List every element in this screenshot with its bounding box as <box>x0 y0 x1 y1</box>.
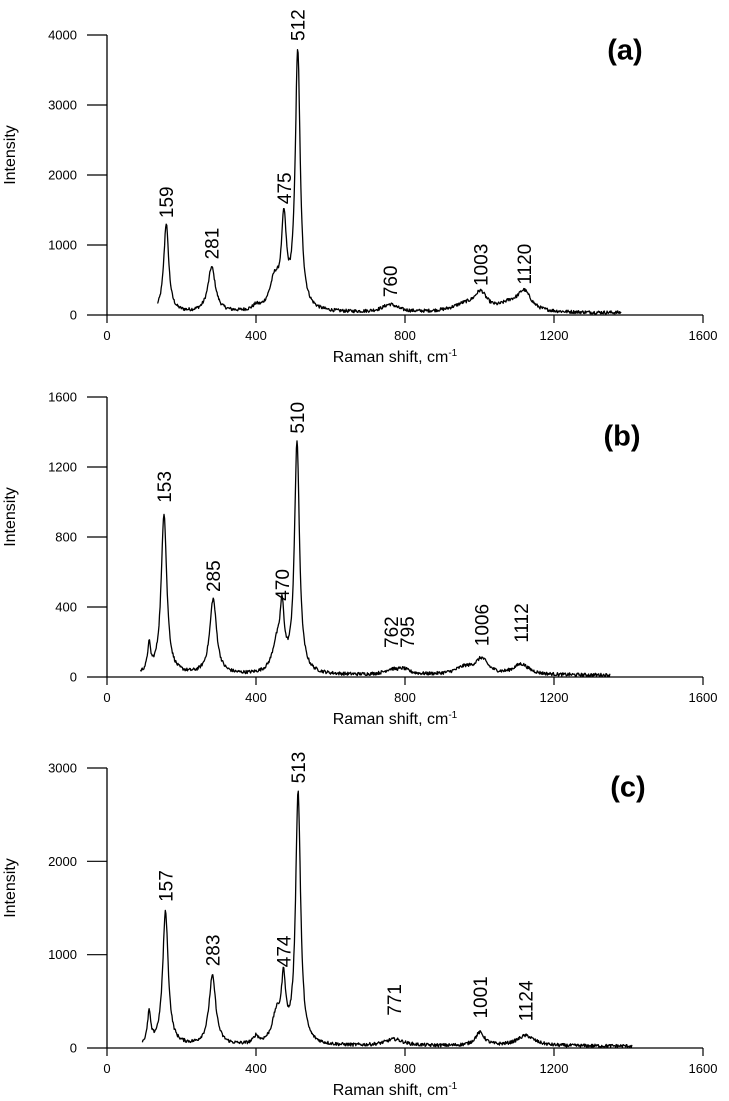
x-tick-label: 1600 <box>689 328 718 343</box>
peak-label: 795 <box>398 616 419 648</box>
y-tick-label: 2000 <box>48 854 77 869</box>
peak-label: 281 <box>203 228 224 260</box>
x-tick-label: 800 <box>394 328 416 343</box>
chart-panel-b: 0 400 800 1200 1600 0 400 800 1200 1600 Raman shif… <box>2 390 717 729</box>
panel-label: (a) <box>607 35 642 67</box>
x-tick-label: 0 <box>103 690 110 705</box>
spectrum-line <box>139 440 611 678</box>
peak-label: 285 <box>204 560 225 592</box>
y-tick-label: 1000 <box>48 238 77 253</box>
peak-label: 1006 <box>473 604 494 646</box>
peak-label: 1124 <box>517 980 538 1021</box>
peak-label: 760 <box>381 265 402 297</box>
peak-label: 474 <box>275 935 296 967</box>
peak-label: 159 <box>157 186 178 218</box>
x-tick-label: 1200 <box>540 690 569 705</box>
peak-label: 475 <box>275 172 296 204</box>
panel-label: (b) <box>603 421 640 453</box>
peak-label: 513 <box>289 752 310 784</box>
peak-label: 283 <box>203 935 224 967</box>
x-tick-label: 0 <box>103 1061 110 1076</box>
peak-label: 512 <box>289 9 310 41</box>
y-tick-label: 1000 <box>48 947 77 962</box>
y-axis-label: Intensity <box>2 487 19 547</box>
peak-label: 157 <box>156 870 177 902</box>
peak-label: 1001 <box>471 976 492 1018</box>
peak-label: 1112 <box>512 603 533 642</box>
peak-label: 153 <box>155 471 176 503</box>
peak-label: 470 <box>273 569 294 601</box>
x-tick-label: 1200 <box>540 1061 569 1076</box>
x-axis-label: Raman shift, cm-1 <box>333 710 458 728</box>
panel-label: (c) <box>610 772 645 804</box>
peak-label: 762 <box>382 616 403 648</box>
x-axis-label-superscript: -1 <box>448 1081 457 1092</box>
y-tick-label: 0 <box>70 308 77 323</box>
y-axis-label: Intensity <box>2 125 19 185</box>
x-tick-label: 400 <box>245 1061 267 1076</box>
x-tick-label: 0 <box>103 328 110 343</box>
y-tick-label: 0 <box>70 1041 77 1056</box>
y-tick-label: 4000 <box>48 28 77 43</box>
x-tick-label: 1200 <box>540 328 569 343</box>
x-tick-label: 400 <box>245 328 267 343</box>
x-axis-label-superscript: -1 <box>448 348 457 359</box>
y-tick-label: 800 <box>55 530 77 545</box>
x-tick-label: 1600 <box>689 1061 718 1076</box>
y-tick-label: 3000 <box>48 98 77 113</box>
x-axis-label: Raman shift, cm-1 <box>333 348 458 366</box>
x-tick-label: 800 <box>394 690 416 705</box>
y-tick-label: 2000 <box>48 168 77 183</box>
y-axis-label: Intensity <box>2 858 19 918</box>
y-tick-label: 1600 <box>48 390 77 405</box>
x-tick-label: 1600 <box>689 690 718 705</box>
spectrum-line <box>141 790 633 1049</box>
y-tick-label: 3000 <box>48 761 77 776</box>
x-tick-label: 800 <box>394 1061 416 1076</box>
peak-label: 771 <box>385 984 406 1016</box>
peak-label: 1120 <box>515 244 536 285</box>
y-tick-label: 0 <box>70 670 77 685</box>
x-axis-label: Raman shift, cm-1 <box>333 1081 458 1099</box>
peak-label: 1003 <box>472 244 493 286</box>
y-tick-label: 400 <box>55 600 77 615</box>
y-tick-label: 1200 <box>48 460 77 475</box>
chart-panel-a: 0 1000 2000 3000 4000 0 400 800 1200 1600 Raman sh… <box>2 9 717 366</box>
peak-label: 510 <box>288 402 309 434</box>
x-tick-label: 400 <box>245 690 267 705</box>
spectrum-line <box>157 48 622 315</box>
x-axis-label-superscript: -1 <box>448 710 457 721</box>
chart-panel-c: 0 1000 2000 3000 0 400 800 1200 1600 Raman shift,… <box>2 752 717 1099</box>
